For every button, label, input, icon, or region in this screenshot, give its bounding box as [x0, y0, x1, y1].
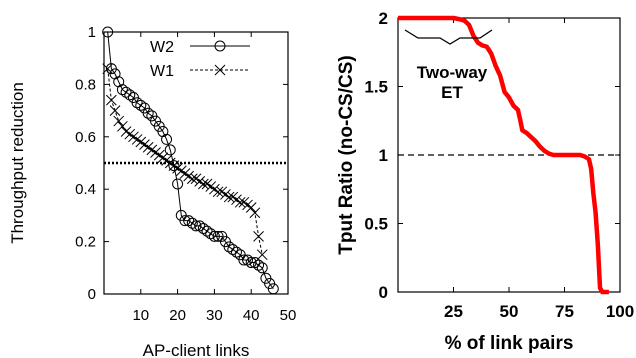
right-chart: 0 0.5 1 1.5 2 25 50 75 100 % of link pairs Tput Ra… — [336, 9, 634, 354]
series-w2-point — [142, 107, 154, 119]
series-w2-point — [135, 99, 147, 111]
series-w1-point — [198, 178, 209, 190]
legend-label-w1: W1 — [150, 63, 174, 80]
series-w2-point — [256, 262, 268, 274]
y-tick-label: 0.2 — [75, 234, 96, 251]
x-axis-label: AP-client links — [143, 341, 250, 358]
legend-marker-w1 — [214, 64, 226, 76]
series-w2-point — [168, 160, 180, 172]
legend-label-w2: W2 — [150, 39, 174, 56]
x-axis-label: % of link pairs — [445, 333, 574, 354]
series-w2-point — [179, 215, 191, 227]
y-tick-label: 0 — [88, 286, 96, 303]
series-w1-point — [186, 173, 198, 185]
series-w1-point — [113, 115, 125, 127]
y-tick-label: 1 — [379, 146, 388, 165]
series-w2-point — [102, 26, 114, 38]
x-tick-label: 40 — [243, 307, 260, 324]
y-tick-label: 0.5 — [364, 215, 388, 234]
y-tick-label: 0.4 — [75, 181, 96, 198]
series-w2-point — [116, 84, 128, 96]
series-w2-point — [201, 225, 213, 237]
y-tick-label: 0.6 — [75, 129, 96, 146]
series-w2-point — [172, 178, 184, 190]
series-w2-point — [245, 257, 257, 269]
x-tick-label: 25 — [444, 302, 463, 321]
annotation-line-1: Two-way — [417, 63, 488, 82]
series-w1-point — [223, 191, 235, 203]
series-w2-point — [194, 220, 206, 232]
series-w2-point — [161, 133, 173, 145]
series-w2-point — [208, 230, 220, 242]
x-tick-label: 100 — [606, 302, 634, 321]
series-w2-point — [205, 228, 217, 240]
x-tick-label: 10 — [132, 307, 149, 324]
series-w1-point — [253, 231, 264, 242]
x-tick-label: 50 — [500, 302, 519, 321]
series-w2-point — [183, 215, 195, 227]
series-w2-point — [190, 220, 202, 232]
series-w1-point — [245, 202, 257, 213]
series-w1-point — [256, 249, 268, 261]
series-w1-point — [249, 207, 261, 219]
x-tick-label: 20 — [169, 307, 186, 324]
series-w2-point — [197, 223, 209, 234]
series-w1-line — [107, 68, 263, 255]
series-w2-point — [212, 230, 224, 242]
series-w2-point — [227, 243, 239, 255]
series-w2-point — [249, 257, 261, 269]
left-chart: 0 0.2 0.4 0.6 0.8 1 10 20 30 40 50 AP-client links T… — [8, 24, 296, 358]
series-w1-point — [106, 94, 117, 106]
series-w2-point — [267, 283, 279, 295]
series-w1-point — [234, 196, 246, 208]
y-tick-label: 1 — [88, 24, 96, 41]
series-w2-point — [238, 254, 250, 266]
series-w2-point — [223, 241, 235, 253]
y-tick-label: 2 — [379, 9, 388, 28]
series-w2-point — [253, 259, 265, 271]
x-tick-label: 50 — [280, 307, 297, 324]
x-tick-label: 30 — [206, 307, 223, 324]
x-tick-label: 75 — [555, 302, 574, 321]
y-tick-label: 0.8 — [75, 76, 96, 93]
series-w1-point — [109, 105, 121, 116]
series-w2-line — [107, 31, 274, 290]
series-w2-point — [242, 254, 254, 266]
y-axis-label: Throughput reduction — [8, 82, 27, 244]
y-tick-label: 0 — [379, 283, 388, 302]
series-w2-point — [230, 246, 242, 258]
series-w2-point — [131, 97, 143, 109]
legend-marker-w2 — [214, 40, 226, 52]
annotation-line-2: ET — [441, 83, 463, 102]
y-tick-label: 1.5 — [364, 78, 388, 97]
annotation-brace — [404, 29, 493, 45]
series-w2-point — [120, 86, 132, 98]
series-w2-point — [124, 89, 136, 101]
series-w2-point — [164, 144, 176, 156]
series-w2-point — [186, 217, 198, 229]
y-axis-label: Tput Ratio (no-CS/CS) — [336, 55, 357, 254]
series-w1-point — [212, 186, 224, 198]
